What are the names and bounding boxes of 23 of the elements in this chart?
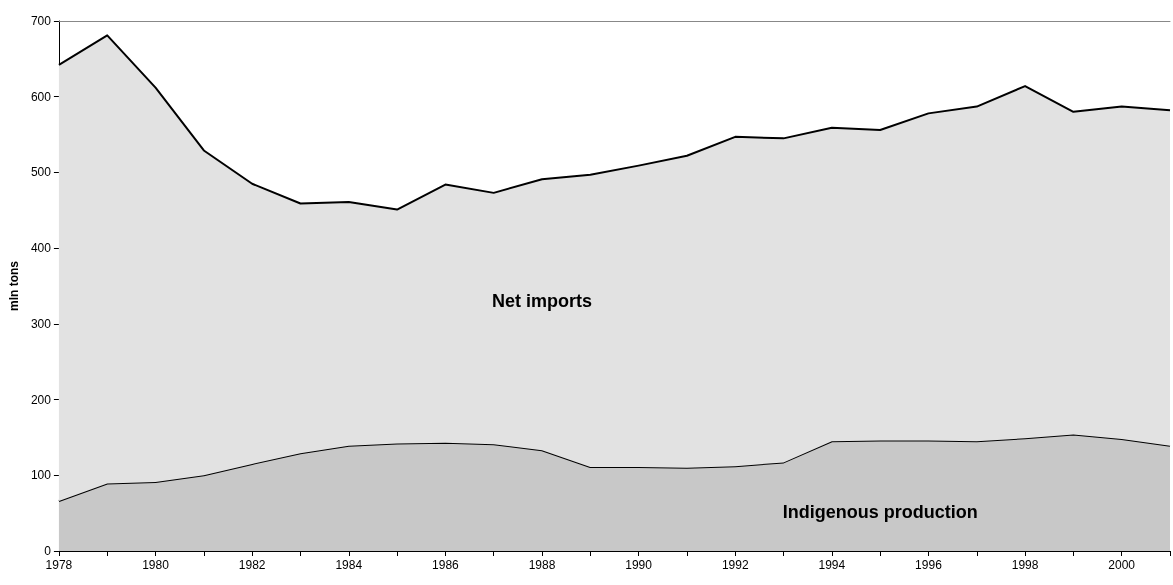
y-tick-label: 300	[30, 316, 52, 331]
x-tick-label: 1980	[142, 558, 170, 572]
x-tick-label: 1988	[528, 558, 556, 572]
series-label: Indigenous production	[782, 502, 978, 523]
y-tick-label: 200	[30, 392, 52, 407]
x-tick-label: 2000	[1108, 558, 1136, 572]
x-tick-label: 1998	[1011, 558, 1039, 572]
y-tick-label: 600	[30, 89, 52, 104]
y-tick-label: 100	[30, 468, 52, 483]
x-tick-label: 1996	[915, 558, 943, 572]
series-label: Net imports	[491, 291, 593, 312]
x-tick-label: 1986	[432, 558, 460, 572]
x-tick-label: 1992	[721, 558, 749, 572]
x-tick-label: 1994	[818, 558, 846, 572]
x-tick-label: 1990	[625, 558, 653, 572]
y-tick-label: 0	[44, 544, 52, 558]
y-tick-label: 500	[30, 165, 52, 180]
x-tick-label: 1984	[335, 558, 363, 572]
y-axis-title: mln tons	[7, 260, 21, 311]
x-tick-label: 1982	[238, 558, 266, 572]
y-tick-label: 700	[30, 14, 52, 28]
x-tick-label: 1978	[45, 558, 73, 572]
y-tick-label: 400	[30, 241, 52, 256]
